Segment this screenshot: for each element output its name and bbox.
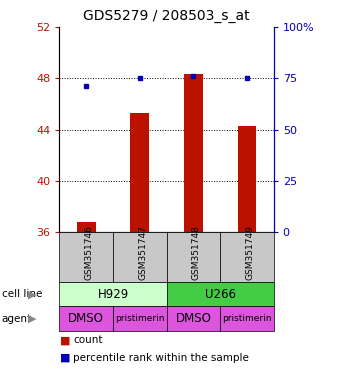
Title: GDS5279 / 208503_s_at: GDS5279 / 208503_s_at xyxy=(83,9,250,23)
Text: pristimerin: pristimerin xyxy=(222,314,272,323)
Text: ■: ■ xyxy=(59,335,70,345)
Text: pristimerin: pristimerin xyxy=(115,314,165,323)
Text: GSM351746: GSM351746 xyxy=(84,225,94,280)
Text: ▶: ▶ xyxy=(28,289,36,300)
Text: GSM351747: GSM351747 xyxy=(138,225,147,280)
Text: DMSO: DMSO xyxy=(68,312,104,325)
Bar xyxy=(184,74,203,232)
Text: H929: H929 xyxy=(98,288,129,301)
Text: GSM351749: GSM351749 xyxy=(245,225,254,280)
Text: percentile rank within the sample: percentile rank within the sample xyxy=(73,353,249,362)
Text: ▶: ▶ xyxy=(28,313,36,324)
Text: DMSO: DMSO xyxy=(175,312,211,325)
Text: cell line: cell line xyxy=(2,289,42,300)
Bar xyxy=(131,113,149,232)
Bar xyxy=(77,222,96,232)
Bar xyxy=(238,126,256,232)
Text: U266: U266 xyxy=(205,288,236,301)
Text: ■: ■ xyxy=(59,353,70,362)
Text: count: count xyxy=(73,335,103,345)
Text: agent: agent xyxy=(2,313,32,324)
Text: GSM351748: GSM351748 xyxy=(191,225,201,280)
